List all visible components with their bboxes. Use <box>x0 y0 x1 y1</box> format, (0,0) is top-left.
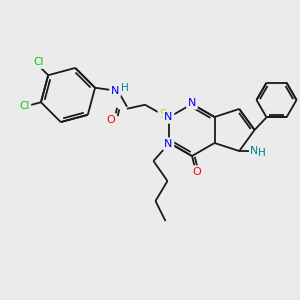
Text: S: S <box>159 108 167 121</box>
Text: H: H <box>121 83 129 93</box>
Text: Cl: Cl <box>19 101 30 111</box>
Text: Cl: Cl <box>33 57 44 67</box>
Text: O: O <box>193 167 201 177</box>
Text: N: N <box>111 86 119 96</box>
Text: H: H <box>258 148 266 158</box>
Text: O: O <box>107 115 116 125</box>
Text: N: N <box>188 98 196 108</box>
Text: N: N <box>250 146 258 156</box>
Text: N: N <box>164 139 173 149</box>
Text: N: N <box>164 112 173 122</box>
